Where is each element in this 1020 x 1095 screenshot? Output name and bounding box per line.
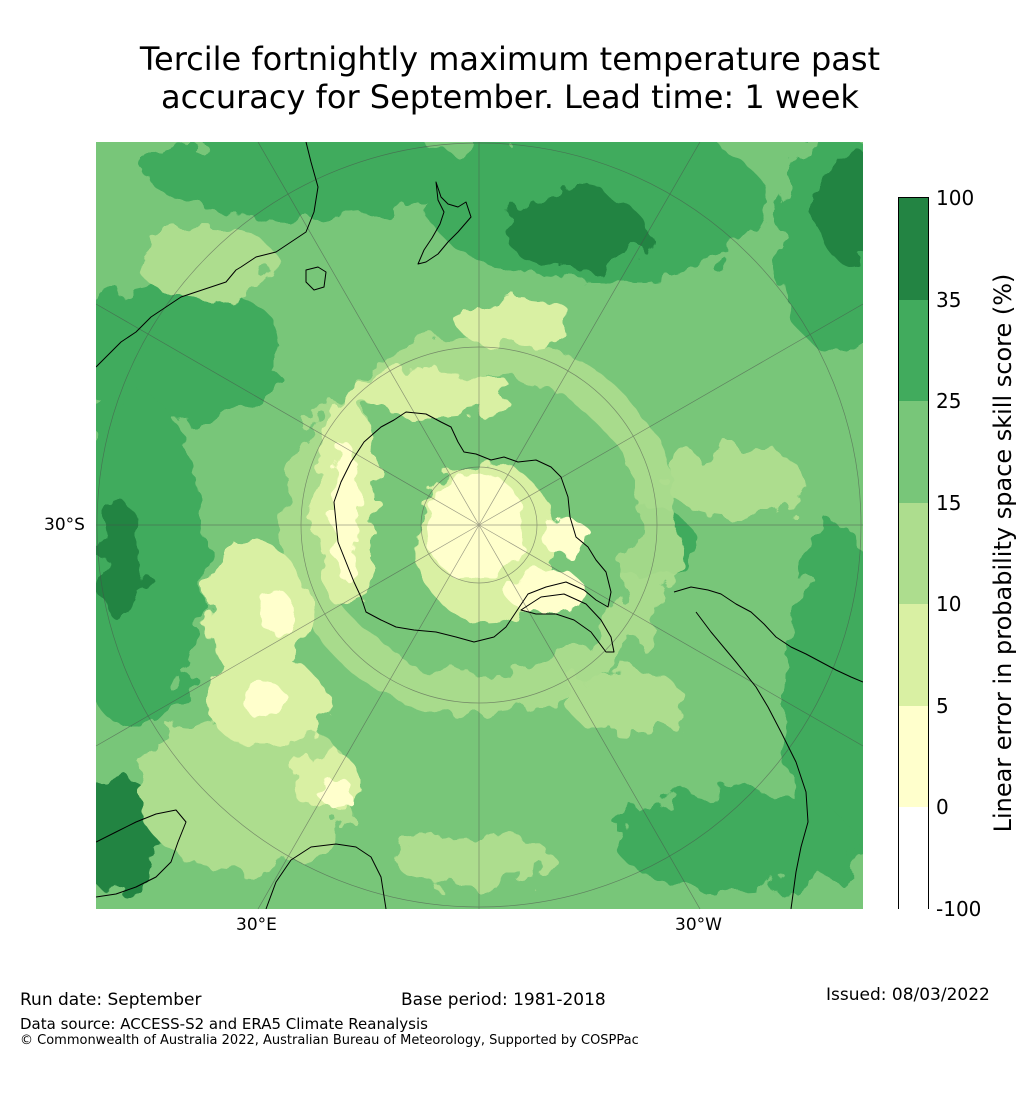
issued-date: Issued: 08/03/2022 (826, 985, 990, 1005)
legend-tick-label: 35 (936, 288, 962, 312)
legend-tick-label: -100 (936, 897, 982, 921)
legend-swatch-0-5 (899, 706, 928, 807)
legend-swatch-15-25 (899, 401, 928, 503)
lat-label-30s: 30°S (44, 515, 85, 535)
map-title: Tercile fortnightly maximum temperature … (0, 40, 1020, 116)
legend-tick-label: 0 (936, 795, 949, 819)
legend-tick-label: 100 (936, 186, 975, 210)
contour-fill-layer (96, 142, 863, 892)
tasmania-coastline (305, 266, 327, 291)
africa-coastline (96, 809, 187, 898)
south-america-east-coastline (695, 611, 809, 909)
coastlines (96, 142, 863, 909)
peninsula-coastline (520, 593, 615, 653)
copyright: © Commonwealth of Australia 2022, Austra… (20, 1033, 639, 1048)
legend-swatch-35-100 (899, 198, 928, 300)
data-source: Data source: ACCESS-S2 and ERA5 Climate … (20, 1015, 428, 1033)
legend-title: Linear error in probability space skill … (989, 273, 1017, 833)
graticule (96, 142, 863, 909)
inner-contours (244, 442, 591, 806)
legend-tick-label: 10 (936, 592, 962, 616)
legend-swatch-5-10 (899, 604, 928, 706)
title-line-1: Tercile fortnightly maximum temperature … (139, 40, 881, 78)
legend-colorbar (898, 197, 929, 909)
lon-label-30w: 30°W (675, 915, 722, 935)
south-america-coastline (673, 586, 863, 683)
map-svg (96, 142, 863, 909)
skill-score-map (96, 142, 863, 909)
base-period: Base period: 1981-2018 (401, 990, 606, 1010)
africa-south-coastline (265, 843, 387, 909)
australia-coastline (96, 142, 319, 368)
legend-tick-label: 5 (936, 694, 949, 718)
title-line-2: accuracy for September. Lead time: 1 wee… (161, 78, 859, 116)
new-zealand-coastline (417, 181, 472, 265)
legend-tick-label: 15 (936, 491, 962, 515)
run-date: Run date: September (20, 990, 202, 1010)
legend-swatch-10-15 (899, 503, 928, 604)
legend-tick-label: 25 (936, 389, 962, 413)
lon-label-30e: 30°E (236, 915, 277, 935)
antarctica-coastline (333, 411, 612, 643)
legend-swatch-25-35 (899, 300, 928, 401)
legend-swatch-neg100-0 (899, 807, 928, 909)
